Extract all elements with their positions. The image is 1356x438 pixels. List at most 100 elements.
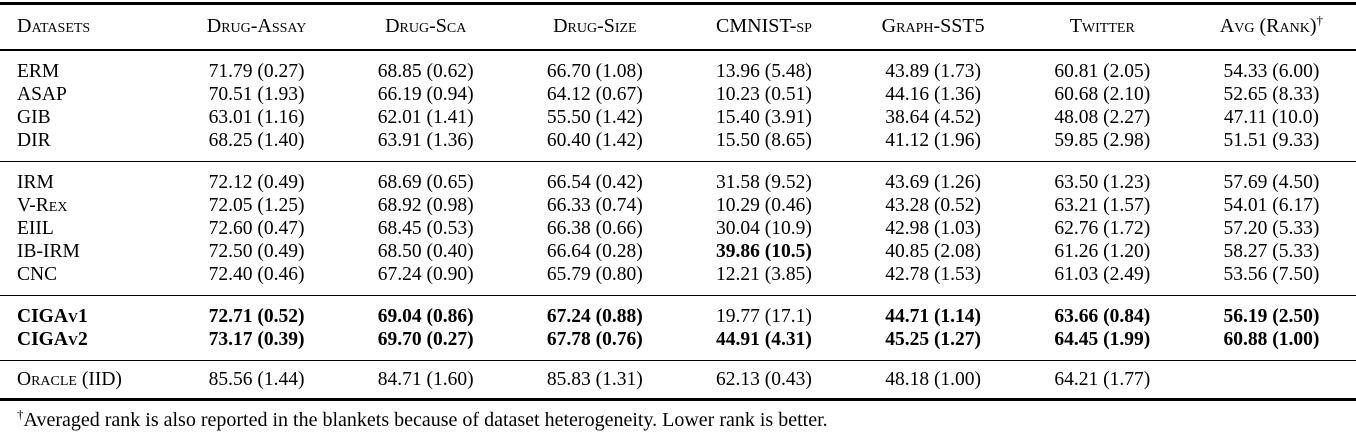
- value-cell: 63.01 (1.16): [208, 107, 305, 128]
- value-cell: 30.04 (10.9): [716, 218, 812, 239]
- value-cell: 85.83 (1.31): [546, 369, 643, 390]
- value-cell: 47.11 (10.0): [1223, 107, 1319, 128]
- value-cell: 69.04 (0.86): [377, 306, 474, 327]
- value-cell: 73.17 (0.39): [208, 329, 305, 350]
- table-header: Datasets Drug-Assay Drug-Sca Drug-Size C…: [0, 3, 1356, 51]
- value-cell: 63.50 (1.23): [1054, 172, 1151, 193]
- column-header-avg-rank: Avg (Rank)†: [1186, 3, 1356, 51]
- value-cell: 62.01 (1.41): [377, 107, 474, 128]
- value-cell: 72.60 (0.47): [208, 218, 305, 239]
- column-header-twitter: Twitter: [1017, 3, 1187, 51]
- value-cell: 48.18 (1.00): [885, 369, 982, 390]
- value-cell: 55.50 (1.42): [546, 107, 643, 128]
- row-label: EIIL: [17, 218, 54, 239]
- row-label: CIGAv1: [17, 306, 88, 327]
- row-label: IB-IRM: [17, 241, 80, 262]
- value-cell: 15.40 (3.91): [716, 107, 812, 128]
- value-cell: 56.19 (2.50): [1223, 306, 1320, 327]
- value-cell: 64.21 (1.77): [1054, 369, 1151, 390]
- value-cell: 84.71 (1.60): [377, 369, 474, 390]
- value-cell: 68.69 (0.65): [377, 172, 474, 193]
- value-cell: 42.98 (1.03): [885, 218, 982, 239]
- column-header-drug-size: Drug-Size: [510, 3, 680, 51]
- value-cell: 68.50 (0.40): [377, 241, 474, 262]
- row-label: ERM: [17, 61, 60, 82]
- table-row: ERM 71.79 (0.27) 68.85 (0.62) 66.70 (1.08) 1…: [0, 50, 1356, 83]
- value-cell: 54.33 (6.00): [1223, 61, 1320, 82]
- value-cell: 68.92 (0.98): [377, 195, 474, 216]
- row-label: CNC: [17, 264, 58, 285]
- value-cell: 66.33 (0.74): [546, 195, 643, 216]
- value-cell: 72.12 (0.49): [208, 172, 305, 193]
- value-cell: 38.64 (4.52): [885, 107, 982, 128]
- value-cell: 44.91 (4.31): [716, 329, 812, 350]
- value-cell: 66.19 (0.94): [377, 84, 474, 105]
- value-cell: 72.05 (1.25): [208, 195, 305, 216]
- value-cell: 64.45 (1.99): [1054, 329, 1151, 350]
- group-graph-baselines: ERM 71.79 (0.27) 68.85 (0.62) 66.70 (1.08) 1…: [0, 50, 1356, 162]
- group-invariance-baselines: IRM 72.12 (0.49) 68.69 (0.65) 66.54 (0.42) 3…: [0, 161, 1356, 296]
- table-row: CNC 72.40 (0.46) 67.24 (0.90) 65.79 (0.80) 1…: [0, 263, 1356, 296]
- table-row: CIGAv1 72.71 (0.52) 69.04 (0.86) 67.24 (0.8…: [0, 296, 1356, 329]
- row-label: CIGAv2: [17, 329, 88, 350]
- value-cell: 60.81 (2.05): [1054, 61, 1151, 82]
- header-row: Datasets Drug-Assay Drug-Sca Drug-Size C…: [0, 3, 1356, 51]
- value-cell: 19.77 (17.1): [716, 306, 812, 327]
- value-cell: 61.26 (1.20): [1054, 241, 1151, 262]
- row-label: ASAP: [17, 84, 67, 105]
- table-row: Oracle (IID) 85.56 (1.44) 84.71 (1.60) 85.8…: [0, 361, 1356, 400]
- results-table: Datasets Drug-Assay Drug-Sca Drug-Size C…: [0, 2, 1356, 401]
- value-cell: 40.85 (2.08): [885, 241, 982, 262]
- column-header-datasets: Datasets: [0, 3, 172, 51]
- dagger-mark: †: [1316, 12, 1324, 28]
- column-header-drug-assay: Drug-Assay: [172, 3, 342, 51]
- value-cell: 60.68 (2.10): [1054, 84, 1151, 105]
- group-oracle: Oracle (IID) 85.56 (1.44) 84.71 (1.60) 85.8…: [0, 360, 1356, 400]
- value-cell: 58.27 (5.33): [1223, 241, 1320, 262]
- table-row: EIIL 72.60 (0.47) 68.45 (0.53) 66.38 (0.66)…: [0, 217, 1356, 240]
- column-header-graph-sst5: Graph-SST5: [848, 3, 1018, 51]
- value-cell: 60.40 (1.42): [546, 130, 643, 151]
- value-cell: 85.56 (1.44): [208, 369, 305, 390]
- value-cell: 63.91 (1.36): [377, 130, 474, 151]
- dagger-mark: †: [17, 406, 24, 422]
- row-label: DIR: [17, 130, 51, 151]
- table-row: ASAP 70.51 (1.93) 66.19 (0.94) 64.12 (0.67)…: [0, 83, 1356, 106]
- value-cell: [1187, 361, 1356, 400]
- value-cell: 15.50 (8.65): [716, 130, 812, 151]
- table-row: CIGAv2 73.17 (0.39) 69.70 (0.27) 67.78 (0.7…: [0, 328, 1356, 361]
- value-cell: 67.24 (0.90): [377, 264, 474, 285]
- table-footnote: †Averaged rank is also reported in the b…: [0, 401, 1356, 432]
- value-cell: 66.38 (0.66): [546, 218, 643, 239]
- row-label: Oracle (IID): [17, 369, 122, 390]
- value-cell: 67.24 (0.88): [546, 306, 643, 327]
- value-cell: 53.56 (7.50): [1223, 264, 1320, 285]
- value-cell: 66.70 (1.08): [546, 61, 643, 82]
- table-row: V-Rex 72.05 (1.25) 68.92 (0.98) 66.33 (0.74…: [0, 194, 1356, 217]
- value-cell: 42.78 (1.53): [885, 264, 982, 285]
- value-cell: 52.65 (8.33): [1223, 84, 1320, 105]
- value-cell: 39.86 (10.5): [716, 241, 812, 262]
- column-header-cmnist-sp: CMNIST-sp: [679, 3, 849, 51]
- value-cell: 67.78 (0.76): [546, 329, 643, 350]
- value-cell: 61.03 (2.49): [1054, 264, 1151, 285]
- value-cell: 65.79 (0.80): [546, 264, 643, 285]
- value-cell: 43.89 (1.73): [885, 61, 982, 82]
- value-cell: 64.12 (0.67): [546, 84, 643, 105]
- column-header-drug-sca: Drug-Sca: [341, 3, 511, 51]
- avg-rank-label: Avg (Rank): [1219, 15, 1317, 37]
- table-row: GIB 63.01 (1.16) 62.01 (1.41) 55.50 (1.42) 1…: [0, 106, 1356, 129]
- value-cell: 10.23 (0.51): [716, 84, 812, 105]
- value-cell: 41.12 (1.96): [885, 130, 982, 151]
- value-cell: 57.69 (4.50): [1223, 172, 1320, 193]
- value-cell: 43.69 (1.26): [885, 172, 982, 193]
- value-cell: 72.40 (0.46): [208, 264, 305, 285]
- value-cell: 31.58 (9.52): [716, 172, 812, 193]
- value-cell: 62.76 (1.72): [1054, 218, 1151, 239]
- value-cell: 13.96 (5.48): [716, 61, 812, 82]
- value-cell: 43.28 (0.52): [885, 195, 982, 216]
- value-cell: 63.21 (1.57): [1054, 195, 1151, 216]
- row-label: GIB: [17, 107, 51, 128]
- value-cell: 71.79 (0.27): [208, 61, 305, 82]
- value-cell: 51.51 (9.33): [1223, 130, 1320, 151]
